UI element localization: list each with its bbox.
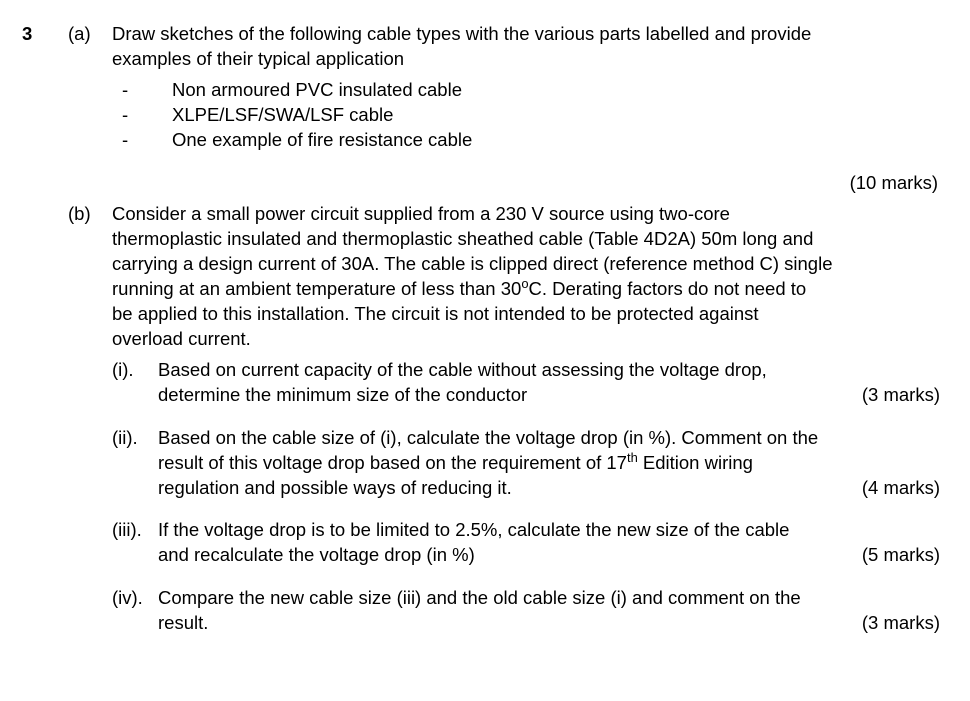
bullet-dash: - (122, 78, 172, 103)
subpart-iii-label: (iii). (112, 518, 158, 568)
bullet-dash: - (122, 103, 172, 128)
subpart-i-line1: Based on current capacity of the cable w… (158, 358, 940, 383)
exam-question-page: 3 (a) Draw sketches of the following cab… (0, 0, 970, 656)
subpart-i-label: (i). (112, 358, 158, 408)
subpart-ii-line1: Based on the cable size of (i), calculat… (158, 426, 940, 451)
part-b-line6: overload current. (112, 327, 940, 352)
degree-superscript: o (521, 276, 528, 291)
subpart-iii-line1: If the voltage drop is to be limited to … (158, 518, 940, 543)
part-b-line2: thermoplastic insulated and thermoplasti… (112, 227, 940, 252)
subpart-ii-label: (ii). (112, 426, 158, 501)
bullet-dash: - (122, 128, 172, 153)
part-a-marks: (10 marks) (112, 171, 940, 196)
subpart-iv-line1: Compare the new cable size (iii) and the… (158, 586, 940, 611)
bullet-text-3: One example of fire resistance cable (172, 128, 472, 153)
bullet-row-2: - XLPE/LSF/SWA/LSF cable (122, 103, 940, 128)
subpart-i: (i). Based on current capacity of the ca… (112, 358, 940, 408)
bullet-text-1: Non armoured PVC insulated cable (172, 78, 462, 103)
part-b-line5: be applied to this installation. The cir… (112, 302, 940, 327)
bullet-text-2: XLPE/LSF/SWA/LSF cable (172, 103, 393, 128)
subpart-iv-label: (iv). (112, 586, 158, 636)
subpart-i-line2: determine the minimum size of the conduc… (158, 383, 862, 408)
subpart-iii-marks: (5 marks) (862, 543, 940, 568)
part-b-line1: Consider a small power circuit supplied … (112, 202, 940, 227)
question-number: 3 (22, 22, 32, 47)
subpart-ii-marks: (4 marks) (862, 476, 940, 501)
subpart-iv: (iv). Compare the new cable size (iii) a… (112, 586, 940, 636)
ordinal-superscript: th (627, 449, 638, 464)
part-b-line3: carrying a design current of 30A. The ca… (112, 252, 940, 277)
part-b-line4: running at an ambient temperature of les… (112, 277, 940, 302)
bullet-row-3: - One example of fire resistance cable (122, 128, 940, 153)
subpart-ii-line3: regulation and possible ways of reducing… (158, 476, 862, 501)
bullet-row-1: - Non armoured PVC insulated cable (122, 78, 940, 103)
part-a-label: (a) (68, 22, 108, 47)
part-a-body: Draw sketches of the following cable typ… (112, 22, 940, 196)
part-b-label: (b) (68, 202, 108, 227)
subpart-ii-line2: result of this voltage drop based on the… (158, 451, 940, 476)
subpart-iv-marks: (3 marks) (862, 611, 940, 636)
subpart-iv-line2: result. (158, 611, 862, 636)
subpart-iii-line2: and recalculate the voltage drop (in %) (158, 543, 862, 568)
part-a-intro-line1: Draw sketches of the following cable typ… (112, 22, 940, 47)
subpart-i-marks: (3 marks) (862, 383, 940, 408)
subpart-ii: (ii). Based on the cable size of (i), ca… (112, 426, 940, 501)
subpart-iii: (iii). If the voltage drop is to be limi… (112, 518, 940, 568)
part-b-body: Consider a small power circuit supplied … (112, 202, 940, 637)
part-a-intro-line2: examples of their typical application (112, 47, 940, 72)
